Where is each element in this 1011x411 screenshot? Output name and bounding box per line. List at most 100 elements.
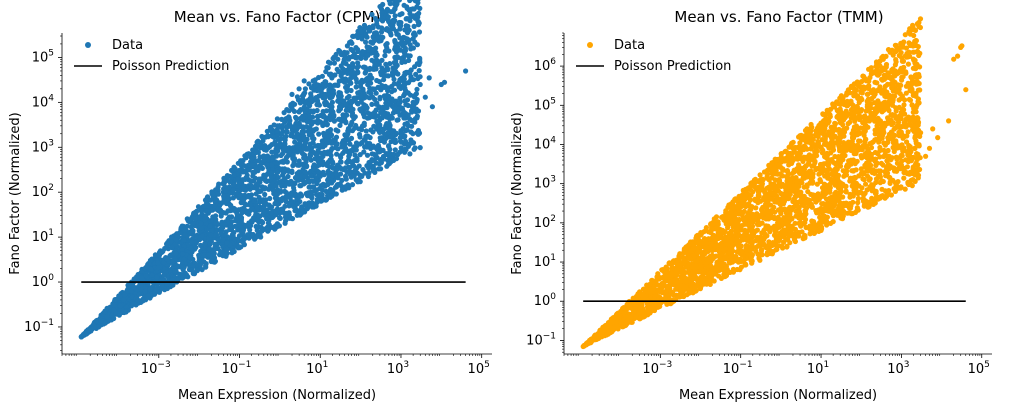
data-point <box>284 194 290 200</box>
data-point <box>313 81 319 88</box>
data-point <box>161 259 167 266</box>
data-point <box>306 184 312 190</box>
data-point <box>336 78 342 84</box>
data-point <box>142 288 148 295</box>
data-point <box>317 185 323 191</box>
data-point <box>386 0 392 4</box>
data-point <box>396 100 402 106</box>
data-point <box>330 55 336 62</box>
chart-panel-tmm: Mean vs. Fano Factor (TMM)10−3 10−1 101 103… <box>510 8 992 403</box>
data-point <box>380 18 386 24</box>
data-point <box>392 147 398 153</box>
data-point <box>289 131 295 137</box>
data-point <box>391 60 397 66</box>
data-point <box>354 100 360 106</box>
data-point <box>192 209 198 215</box>
data-point <box>413 71 419 77</box>
data-point <box>359 49 365 56</box>
data-point <box>225 208 231 214</box>
data-point <box>264 162 270 168</box>
data-point <box>300 161 306 167</box>
data-point <box>175 276 181 282</box>
data-point <box>333 171 339 177</box>
data-point <box>375 24 381 30</box>
data-point <box>101 309 108 315</box>
data-point <box>373 66 379 72</box>
data-point <box>179 247 185 253</box>
data-point <box>121 297 127 303</box>
data-point <box>289 169 295 175</box>
data-point <box>357 25 363 31</box>
data-point <box>395 45 401 51</box>
data-point <box>290 145 296 151</box>
data-point <box>201 252 207 258</box>
data-point <box>395 32 401 38</box>
data-point <box>364 115 371 121</box>
data-point <box>389 129 395 135</box>
data-point <box>244 175 250 181</box>
data-point <box>275 169 281 175</box>
data-point <box>207 223 213 229</box>
data-point <box>236 167 243 173</box>
data-point <box>215 237 222 243</box>
data-point <box>170 259 176 265</box>
data-point <box>366 28 372 34</box>
data-point <box>182 232 188 238</box>
data-point <box>250 173 256 179</box>
data-point <box>325 59 332 65</box>
data-point <box>288 199 294 205</box>
data-point <box>253 165 259 171</box>
data-point <box>377 129 383 135</box>
data-point <box>340 60 347 66</box>
data-point <box>138 282 144 288</box>
data-point <box>162 245 168 252</box>
data-point <box>275 174 281 181</box>
data-point <box>404 36 410 42</box>
data-point <box>223 188 229 194</box>
data-point <box>401 2 407 8</box>
data-point <box>414 42 420 48</box>
data-point <box>259 133 265 140</box>
data-point <box>235 236 241 242</box>
data-point <box>357 152 363 158</box>
data-point <box>877 168 884 174</box>
data-point <box>328 188 334 194</box>
data-point <box>362 77 368 84</box>
x-axis-label: Mean Expression (Normalized) <box>178 388 376 403</box>
data-point <box>286 149 292 156</box>
data-point <box>265 220 271 226</box>
data-point <box>343 176 349 182</box>
data-point <box>246 211 252 217</box>
data-point <box>247 227 253 233</box>
data-point <box>123 309 129 315</box>
data-point <box>381 112 387 118</box>
data-point <box>408 117 415 123</box>
scatter-density-band <box>581 16 924 349</box>
data-point <box>382 131 388 137</box>
data-point <box>194 268 200 274</box>
data-point <box>370 86 376 92</box>
data-point <box>914 102 920 108</box>
data-point <box>392 65 399 71</box>
data-point <box>284 129 290 135</box>
data-point <box>202 213 209 219</box>
data-point <box>144 264 150 270</box>
data-point <box>269 142 275 148</box>
data-point <box>338 154 344 160</box>
data-point <box>345 157 352 163</box>
data-point <box>321 172 327 178</box>
data-point <box>154 274 160 280</box>
data-point <box>328 72 334 79</box>
data-point <box>903 157 909 163</box>
data-point <box>192 216 198 222</box>
data-point <box>164 242 171 248</box>
data-point <box>334 166 340 172</box>
data-point <box>301 136 307 142</box>
data-point <box>407 141 413 147</box>
data-point <box>310 140 316 146</box>
data-point <box>326 138 332 144</box>
data-point <box>356 131 363 138</box>
data-point <box>410 131 416 137</box>
data-point <box>288 123 294 129</box>
